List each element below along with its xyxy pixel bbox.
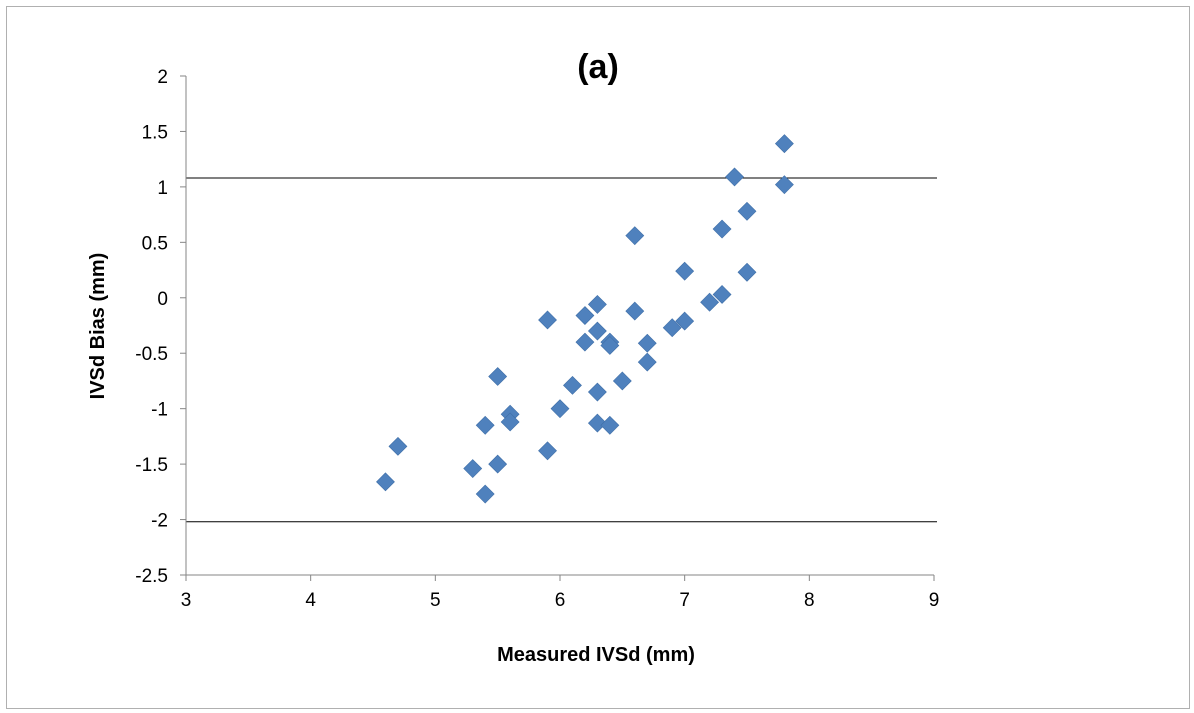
x-tick-label: 5 xyxy=(430,590,441,611)
y-tick-label: 0.5 xyxy=(142,233,168,254)
data-point xyxy=(563,375,582,395)
data-point xyxy=(575,306,595,325)
data-point xyxy=(737,262,757,282)
y-tick-label: 0 xyxy=(157,289,168,310)
x-tick-label: 6 xyxy=(555,590,566,611)
data-point xyxy=(700,292,720,312)
x-axis-title: Measured IVSd (mm) xyxy=(497,644,695,666)
data-point xyxy=(488,367,508,386)
data-point xyxy=(538,441,557,461)
data-point xyxy=(587,413,607,433)
chart-title: (a) xyxy=(577,48,619,86)
y-tick-label: 1 xyxy=(157,178,168,199)
data-point xyxy=(475,484,495,504)
data-point xyxy=(774,175,794,195)
data-point xyxy=(587,382,607,402)
y-tick-label: 1.5 xyxy=(142,122,168,143)
data-point xyxy=(488,454,508,474)
data-point xyxy=(625,301,645,321)
data-point xyxy=(376,472,395,492)
data-point xyxy=(625,226,645,246)
y-tick-label: -0.5 xyxy=(135,344,168,365)
data-point xyxy=(662,318,682,338)
data-point xyxy=(637,352,657,372)
y-tick-label: 2 xyxy=(157,67,168,88)
y-tick-label: -1 xyxy=(151,400,168,421)
data-point xyxy=(612,371,632,391)
data-point xyxy=(500,412,520,432)
x-tick-label: 9 xyxy=(929,590,940,611)
x-tick-label: 4 xyxy=(305,590,316,611)
data-point xyxy=(712,219,732,239)
y-axis-ticks: 2 1.5 1 0.5 0 -0.5 -1 -1.5 -2 -2.5 xyxy=(135,67,186,587)
axes xyxy=(185,76,934,576)
data-point xyxy=(388,436,408,456)
data-point xyxy=(587,295,607,314)
y-tick-label: -2 xyxy=(151,511,168,532)
reference-lines xyxy=(186,177,937,523)
data-point xyxy=(550,399,570,419)
data-point xyxy=(575,332,595,352)
chart-frame xyxy=(6,6,1190,709)
x-tick-label: 3 xyxy=(181,590,192,611)
data-points xyxy=(376,134,794,504)
data-point xyxy=(712,285,732,304)
x-tick-label: 7 xyxy=(679,590,690,611)
data-point xyxy=(675,311,695,331)
data-point xyxy=(475,415,495,435)
data-point xyxy=(538,310,557,330)
data-point xyxy=(463,459,483,478)
data-point xyxy=(587,321,607,341)
data-point xyxy=(600,336,620,355)
data-point xyxy=(600,415,620,435)
data-point xyxy=(774,134,794,154)
data-point xyxy=(737,201,757,221)
data-point xyxy=(637,333,657,353)
y-tick-label: -1.5 xyxy=(135,455,168,476)
x-axis-ticks: 3 4 5 6 7 8 9 xyxy=(181,575,940,611)
data-point xyxy=(675,261,695,281)
y-tick-label: -2.5 xyxy=(135,566,168,587)
data-point xyxy=(725,167,744,187)
x-tick-label: 8 xyxy=(804,590,815,611)
y-axis-title: IVSd Bias (mm) xyxy=(87,253,109,400)
